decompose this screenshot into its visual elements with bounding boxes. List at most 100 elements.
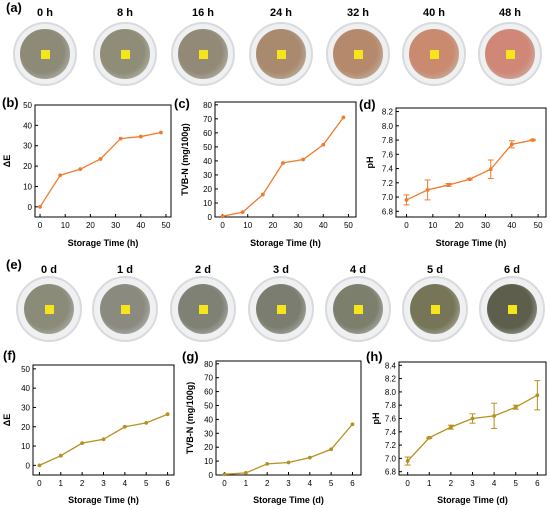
measurement-marker bbox=[506, 50, 515, 59]
y-axis-label: TVB-N (mg/100g) bbox=[185, 382, 195, 455]
x-tick-label: 3 bbox=[470, 479, 475, 488]
x-tick-label: 50 bbox=[162, 221, 171, 230]
x-axis-label: Storage Time (d) bbox=[437, 495, 508, 505]
x-tick-label: 6 bbox=[350, 479, 355, 488]
measurement-marker bbox=[45, 305, 54, 314]
measurement-marker bbox=[277, 50, 286, 59]
y-tick-label: 8.2 bbox=[385, 375, 397, 384]
x-tick-label: 0 bbox=[220, 221, 225, 230]
series-line bbox=[39, 131, 162, 208]
data-point bbox=[467, 177, 472, 182]
data-point bbox=[509, 142, 514, 147]
data-point bbox=[58, 173, 63, 178]
x-tick-label: 10 bbox=[243, 221, 252, 230]
data-point bbox=[492, 413, 497, 418]
panel-label-h: (h) bbox=[366, 349, 383, 364]
y-tick-label: 8.0 bbox=[382, 122, 394, 131]
x-tick-label: 50 bbox=[534, 221, 543, 230]
petri-dish-photo bbox=[326, 22, 390, 86]
x-tick-label: 40 bbox=[507, 221, 516, 230]
data-point bbox=[321, 142, 326, 147]
series-line bbox=[224, 423, 353, 475]
y-tick-label: 0 bbox=[26, 461, 31, 470]
data-point bbox=[535, 393, 540, 398]
x-tick-label: 0 bbox=[405, 479, 410, 488]
data-point bbox=[427, 435, 432, 440]
y-tick-label: 7.6 bbox=[382, 150, 394, 159]
y-tick-label: 8.4 bbox=[385, 361, 397, 370]
x-tick-label: 4 bbox=[123, 479, 128, 488]
measurement-marker bbox=[354, 50, 363, 59]
x-tick-label: 20 bbox=[455, 221, 464, 230]
measurement-marker bbox=[199, 305, 208, 314]
y-axis-label: ΔE bbox=[2, 155, 12, 167]
x-tick-label: 1 bbox=[427, 479, 432, 488]
x-tick-label: 1 bbox=[59, 479, 64, 488]
x-tick-label: 30 bbox=[111, 221, 120, 230]
x-tick-label: 5 bbox=[329, 479, 334, 488]
y-tick-label: 40 bbox=[203, 157, 212, 166]
data-point bbox=[165, 412, 170, 417]
y-tick-label: 20 bbox=[21, 423, 30, 432]
data-point bbox=[38, 204, 42, 209]
data-point bbox=[118, 136, 123, 141]
y-tick-label: 30 bbox=[21, 403, 30, 412]
data-point bbox=[243, 471, 248, 475]
data-point bbox=[488, 167, 493, 172]
x-tick-label: 6 bbox=[535, 479, 540, 488]
y-tick-label: 6.8 bbox=[385, 468, 397, 477]
y-tick-label: 30 bbox=[203, 171, 212, 180]
y-tick-label: 7.2 bbox=[385, 441, 397, 450]
y-tick-label: 0 bbox=[208, 213, 213, 222]
data-point bbox=[446, 183, 451, 187]
time-label: 40 h bbox=[422, 7, 445, 19]
y-tick-label: 7.2 bbox=[382, 179, 394, 188]
data-point bbox=[222, 472, 227, 477]
data-point bbox=[329, 447, 334, 452]
x-tick-label: 10 bbox=[61, 221, 70, 230]
chart-f-delta-e-days: 0 1 2 3 4 5 6 0 10 20 30 40 50 Storage Time (h) ΔE bbox=[2, 364, 175, 505]
data-point bbox=[530, 138, 535, 142]
data-point bbox=[101, 437, 106, 442]
y-tick-label: 80 bbox=[204, 360, 213, 369]
x-tick-label: 10 bbox=[428, 221, 437, 230]
time-label: 3 d bbox=[273, 264, 289, 276]
y-tick-label: 7.6 bbox=[385, 415, 397, 424]
x-tick-label: 3 bbox=[101, 479, 106, 488]
y-tick-label: 7.4 bbox=[382, 165, 394, 174]
time-label: 4 d bbox=[350, 264, 366, 276]
y-tick-label: 10 bbox=[204, 457, 213, 466]
data-point bbox=[425, 188, 430, 192]
chart-d-ph-hours: 0 10 20 30 40 50 6.8 7.0 7.2 7.4 7.6 7.8 8.0 8.2 Stora… bbox=[365, 107, 547, 248]
x-tick-label: 40 bbox=[136, 221, 145, 230]
time-label: 0 h bbox=[37, 7, 53, 19]
x-tick-label: 40 bbox=[319, 221, 328, 230]
data-point bbox=[240, 210, 245, 214]
x-tick-label: 6 bbox=[165, 479, 170, 488]
chart-h-ph-days: 0 1 2 3 4 5 6 6.8 7.0 7.2 7.4 7.6 7.8 8.0 8.2 8.4 Storag… bbox=[371, 361, 547, 505]
x-tick-label: 0 bbox=[222, 479, 227, 488]
y-tick-label: 50 bbox=[204, 401, 213, 410]
y-tick-label: 7.0 bbox=[385, 454, 397, 463]
petri-dish-photo bbox=[479, 276, 545, 342]
petri-dish-photo bbox=[93, 22, 157, 86]
y-tick-label: 20 bbox=[204, 443, 213, 452]
y-tick-label: 8.0 bbox=[385, 388, 397, 397]
data-point bbox=[350, 422, 355, 427]
y-tick-label: 70 bbox=[203, 115, 212, 124]
x-tick-label: 2 bbox=[265, 479, 270, 488]
petri-dish-photo bbox=[402, 22, 466, 86]
x-tick-label: 5 bbox=[144, 479, 149, 488]
y-tick-label: 10 bbox=[23, 182, 32, 191]
panel-label-a: (a) bbox=[6, 0, 22, 15]
y-tick-label: 70 bbox=[204, 374, 213, 383]
y-tick-label: 7.8 bbox=[382, 136, 394, 145]
y-tick-label: 40 bbox=[21, 384, 30, 393]
chart-c-tvbn-hours: 0 10 20 30 40 50 0 10 20 30 40 50 60 70 80 Storage Time… bbox=[180, 101, 357, 248]
data-point bbox=[220, 214, 225, 219]
x-tick-label: 0 bbox=[38, 221, 43, 230]
x-tick-label: 0 bbox=[37, 479, 42, 488]
panel-label-g: (g) bbox=[182, 349, 199, 364]
panel-label-d: (d) bbox=[359, 97, 376, 112]
y-axis-label: ΔE bbox=[2, 414, 12, 426]
